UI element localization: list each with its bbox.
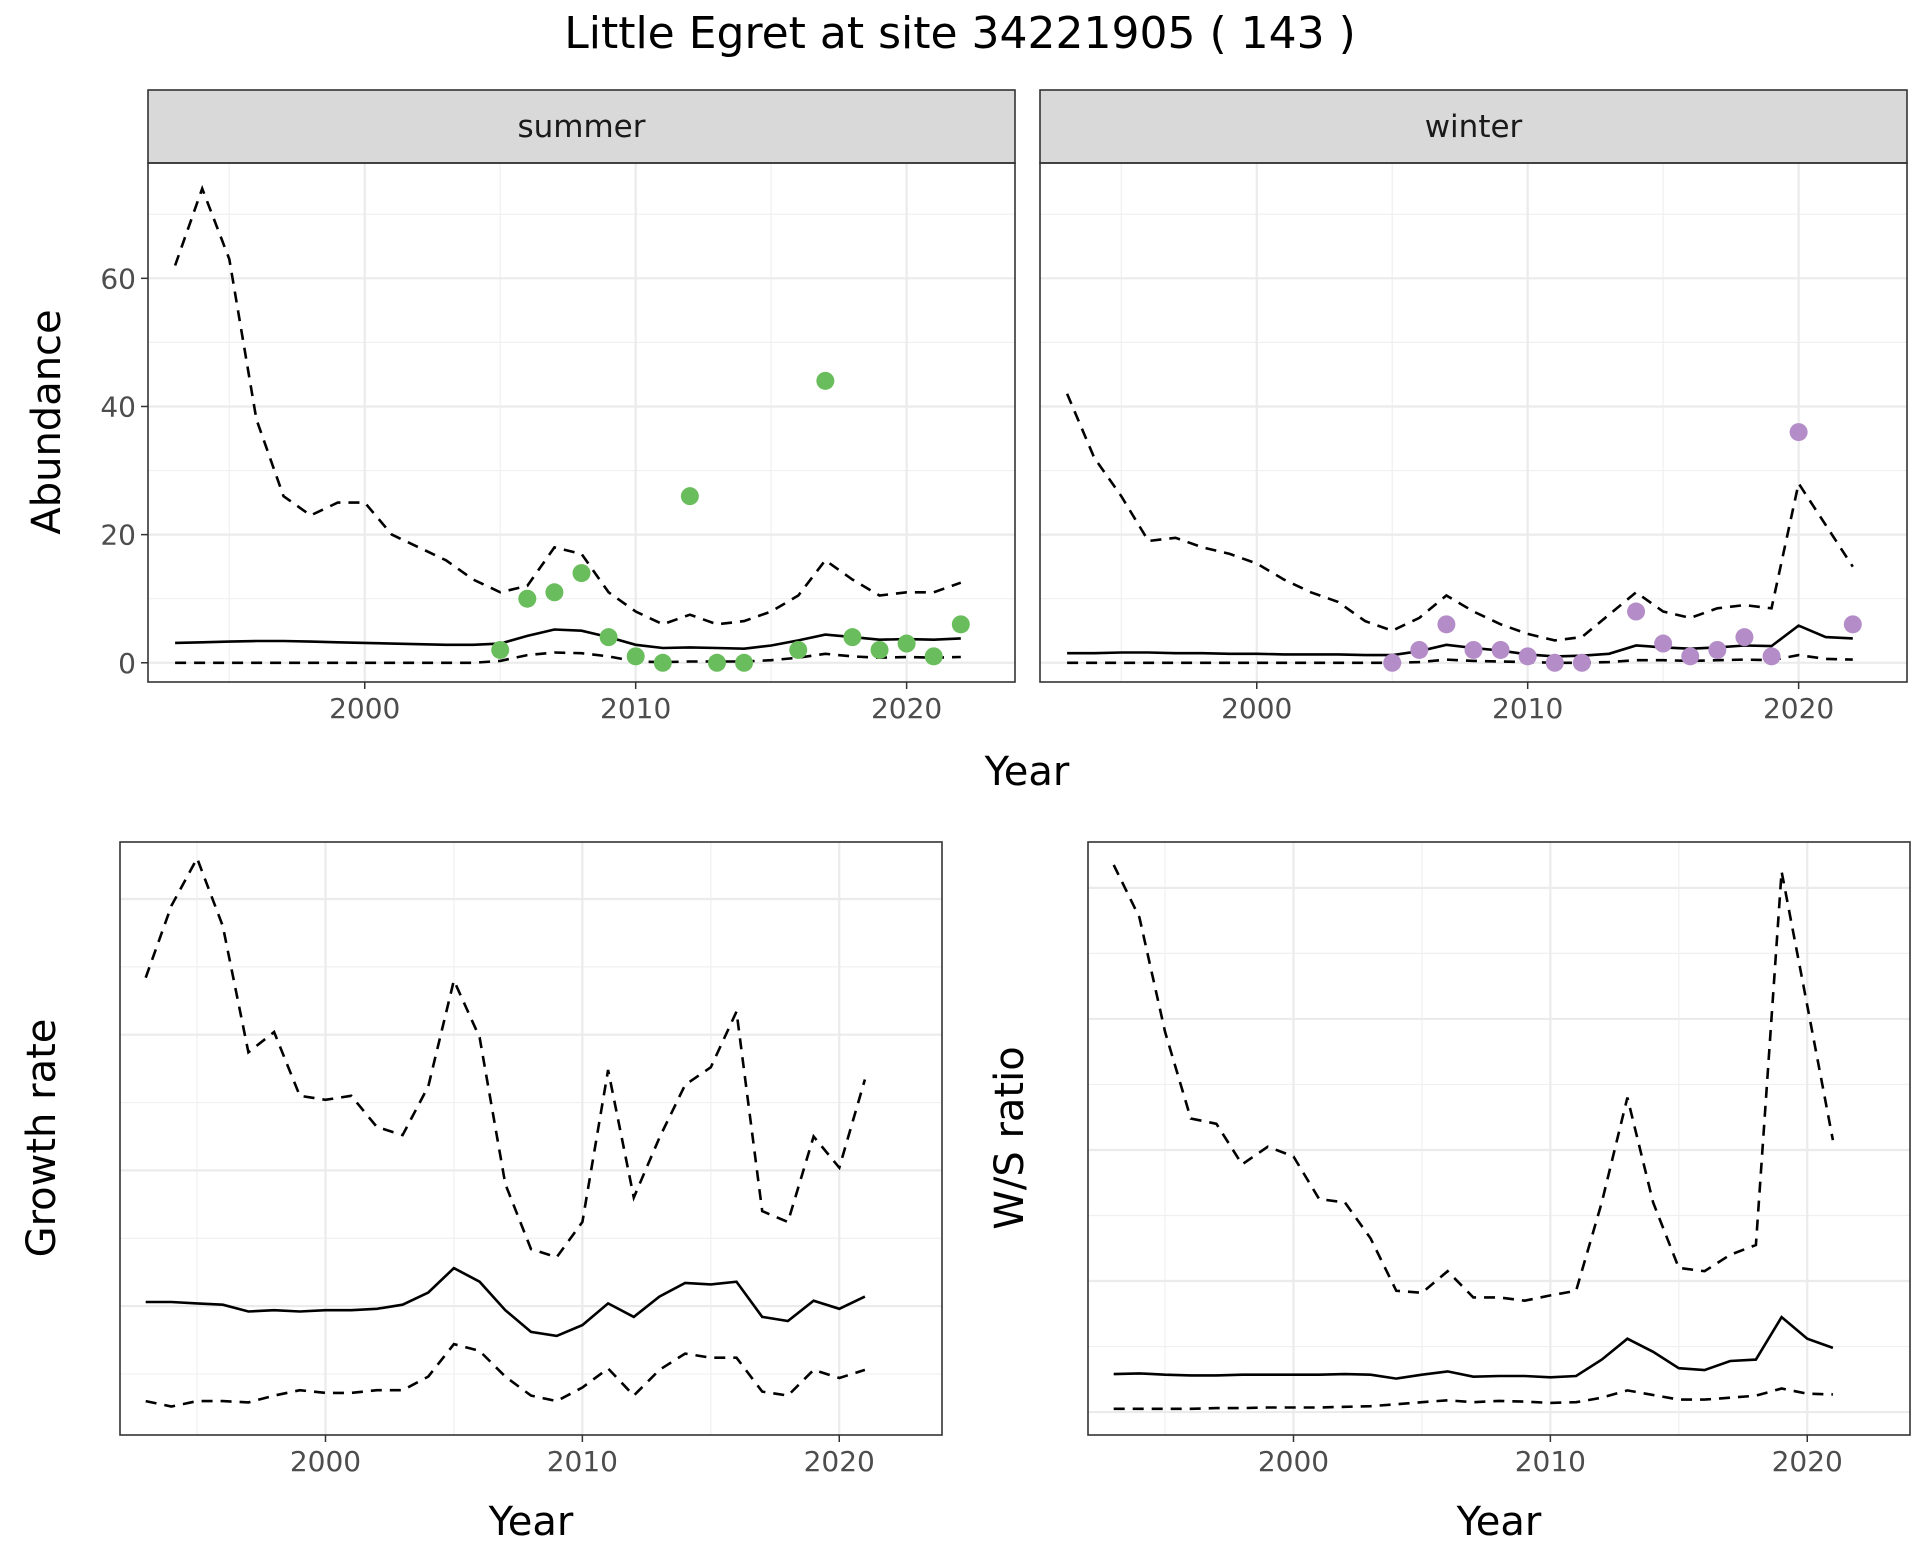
- observation-point: [680, 487, 699, 506]
- lower-bound-line: [175, 651, 961, 665]
- observation-point: [735, 653, 754, 672]
- observation-point: [1491, 640, 1510, 659]
- x-tick-label: 2020: [1763, 692, 1834, 725]
- observation-point: [491, 640, 510, 659]
- observation-point: [653, 653, 672, 672]
- observation-point: [951, 615, 970, 634]
- observation-point: [1735, 628, 1754, 647]
- observation-point: [1627, 602, 1646, 621]
- observation-point: [897, 634, 916, 653]
- x-tick-label: 2010: [600, 692, 671, 725]
- observation-point: [707, 653, 726, 672]
- figure-title: Little Egret at site 34221905 ( 143 ): [564, 8, 1356, 59]
- y-axis-label-abundance: Abundance: [24, 309, 70, 534]
- observation-point: [1518, 647, 1537, 666]
- x-axis-label-abundance: Year: [984, 749, 1070, 795]
- y-axis-label-ws-ratio: W/S ratio: [987, 1046, 1033, 1229]
- observation-point: [924, 647, 943, 666]
- facet-strip-label: summer: [517, 109, 645, 145]
- x-tick-label: 2010: [547, 1445, 618, 1478]
- x-tick-label: 2000: [329, 692, 400, 725]
- observation-point: [599, 628, 618, 647]
- observation-point: [1789, 423, 1808, 442]
- observation-point: [626, 647, 645, 666]
- facet-strip: [1039, 89, 1908, 164]
- observation-point: [518, 589, 537, 608]
- observation-point: [545, 583, 564, 602]
- observation-point: [572, 564, 591, 583]
- panel-border: [1039, 162, 1908, 683]
- upper-bound-line: [1065, 393, 1854, 642]
- upper-bound-line: [144, 855, 867, 1259]
- y-tick-label: 20: [100, 519, 136, 552]
- x-tick-label: 2020: [804, 1445, 875, 1478]
- facet-strip: [147, 89, 1016, 164]
- observation-point: [1572, 653, 1591, 672]
- observation-point: [1708, 640, 1727, 659]
- y-axis-label-growth: Growth rate: [19, 1019, 65, 1258]
- y-tick-label: 60: [100, 262, 136, 295]
- fitted-line: [1113, 1315, 1834, 1380]
- observation-point: [1654, 634, 1673, 653]
- observation-point: [870, 640, 889, 659]
- x-tick-label: 2020: [1772, 1445, 1843, 1478]
- x-tick-label: 2020: [871, 692, 942, 725]
- observation-point: [1437, 615, 1456, 634]
- x-tick-label: 2000: [290, 1445, 361, 1478]
- observation-point: [816, 371, 835, 390]
- y-tick-label: 0: [118, 647, 136, 680]
- observation-point: [1383, 653, 1402, 672]
- upper-bound-line: [173, 184, 962, 626]
- observation-point: [1681, 647, 1700, 666]
- lower-bound-line: [1113, 1387, 1833, 1411]
- panel-background: [148, 163, 1015, 682]
- panel-border: [1087, 841, 1911, 1436]
- facet-strip-label: winter: [1425, 109, 1523, 145]
- observation-point: [1410, 640, 1429, 659]
- x-tick-label: 2000: [1221, 692, 1292, 725]
- fitted-line: [145, 1266, 866, 1338]
- observation-point: [789, 640, 808, 659]
- lower-bound-line: [1067, 653, 1853, 665]
- panel-border: [119, 841, 943, 1436]
- x-tick-label: 2000: [1258, 1445, 1329, 1478]
- observation-point: [1762, 647, 1781, 666]
- upper-bound-line: [1112, 864, 1835, 1303]
- x-axis-label-ws-ratio: Year: [1456, 1499, 1542, 1545]
- observation-point: [1464, 640, 1483, 659]
- y-tick-label: 40: [100, 390, 136, 423]
- lower-bound-line: [145, 1342, 866, 1408]
- observation-point: [1545, 653, 1564, 672]
- x-axis-label-growth: Year: [488, 1499, 574, 1545]
- x-tick-label: 2010: [1515, 1445, 1586, 1478]
- panel-background: [1040, 163, 1907, 682]
- observation-point: [843, 628, 862, 647]
- x-tick-label: 2010: [1492, 692, 1563, 725]
- fitted-line: [175, 628, 961, 651]
- panel-border: [147, 162, 1016, 683]
- observation-point: [1843, 615, 1862, 634]
